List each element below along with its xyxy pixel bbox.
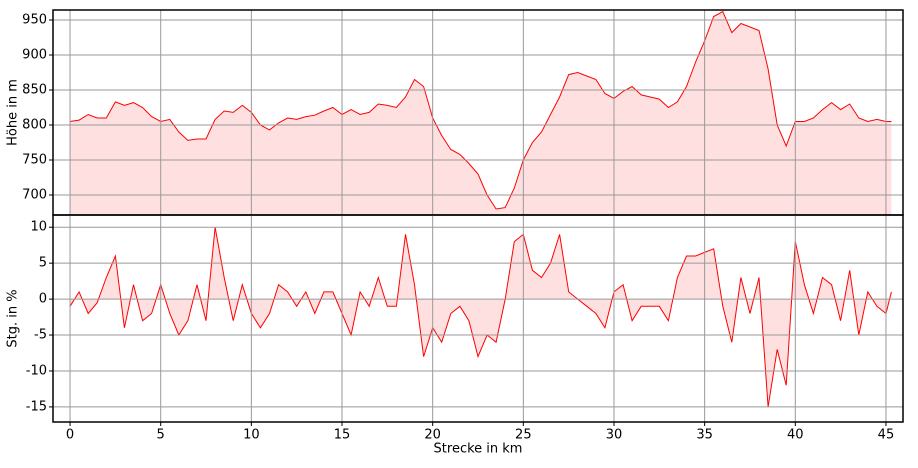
y-tick-label: 850 [22, 82, 47, 97]
y-tick-label: 750 [22, 152, 47, 167]
x-tick-label: 35 [696, 428, 713, 443]
y-tick-label: -15 [26, 399, 47, 414]
x-tick-label: 10 [243, 428, 260, 443]
y-axis-label: Höhe in m [6, 79, 21, 146]
x-tick-label: 20 [424, 428, 441, 443]
y-tick-label: 700 [22, 187, 47, 202]
x-tick-label: 30 [606, 428, 623, 443]
x-tick-label: 45 [878, 428, 895, 443]
y-tick-label: 950 [22, 13, 47, 28]
plot-frame [52, 214, 904, 423]
y-tick-label: 800 [22, 117, 47, 132]
y-tick-label: 0 [39, 292, 47, 307]
x-tick-label: 40 [787, 428, 804, 443]
y-axis-label: Stg. in % [6, 289, 21, 347]
y-tick-label: 5 [39, 256, 47, 271]
y-tick-label: -10 [26, 363, 47, 378]
x-tick-label: 15 [334, 428, 351, 443]
profile-line [69, 227, 892, 407]
area-fill [70, 227, 892, 407]
profile-line [69, 10, 892, 210]
x-tick-label: 0 [66, 428, 74, 443]
x-axis-label: Strecke in km [434, 442, 523, 457]
x-tick-label: 25 [515, 428, 532, 443]
y-tick-label: -5 [34, 328, 47, 343]
y-tick-label: 900 [22, 48, 47, 63]
area-fill [70, 11, 892, 215]
x-tick-label: 5 [157, 428, 165, 443]
y-tick-label: 10 [30, 220, 47, 235]
